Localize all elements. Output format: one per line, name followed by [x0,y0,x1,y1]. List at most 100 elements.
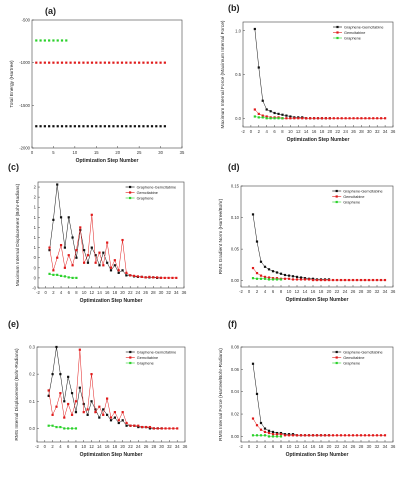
data-point-gemcitabine [311,434,315,437]
x-tick-label: 24 [136,290,141,295]
data-point-graphene_gemcitabine [138,125,141,128]
x-tick-label: 10 [82,290,87,295]
data-point-gemcitabine [51,413,54,416]
data-point-gemcitabine [375,278,379,282]
y-tick-label: -1000 [19,60,30,65]
data-point-graphene_gemcitabine [79,228,82,232]
data-point-gemcitabine [171,276,174,280]
data-point-graphene_gemcitabine [265,108,268,111]
data-point-gemcitabine [43,61,46,64]
data-point-graphene_gemcitabine [287,433,291,436]
data-point-gemcitabine [175,276,178,280]
x-tick-label: 2 [258,129,261,134]
data-point-gemcitabine [117,419,120,422]
data-point-graphene_gemcitabine [109,269,113,272]
data-point-gemcitabine [55,405,58,408]
data-point-gemcitabine [295,434,299,437]
data-point-gemcitabine [267,431,271,435]
data-point-gemcitabine [320,117,324,120]
data-point-gemcitabine [152,427,155,430]
data-point-graphene_gemcitabine [90,246,93,249]
data-point-graphene_gemcitabine [70,392,74,395]
data-point-gemcitabine [299,278,303,281]
data-point-graphene_gemcitabine [102,408,105,411]
data-point-gemcitabine [63,416,66,419]
data-point-gemcitabine [152,276,155,279]
x-tick-label: 22 [128,444,133,449]
data-point-graphene_gemcitabine [63,400,66,403]
data-point-gemcitabine [375,434,379,437]
data-point-graphene_gemcitabine [75,256,78,259]
data-point-graphene_gemcitabine [116,125,119,128]
data-point-gemcitabine [275,277,279,280]
y-tick-label: 0.2 [29,372,35,377]
x-tick-label: 4 [60,290,63,295]
data-point-gemcitabine [48,246,51,249]
panel-label: (c) [8,162,19,172]
data-point-graphene [47,424,50,427]
data-point-gemcitabine [303,278,307,281]
data-point-gemcitabine [324,117,327,120]
y-tick-label: 1.0 [235,28,241,33]
x-tick-label: 16 [312,129,317,134]
x-tick-label: 14 [303,289,308,294]
data-point-graphene_gemcitabine [291,275,295,278]
data-point-graphene_gemcitabine [311,277,315,280]
data-point-gemcitabine [137,424,140,427]
data-point-graphene_gemcitabine [257,66,260,69]
x-tick-label: 22 [335,129,340,134]
x-tick-label: 36 [391,444,396,449]
x-tick-label: 8 [75,444,78,449]
data-point-graphene_gemcitabine [142,125,145,128]
series-line-graphene_gemcitabine [252,363,329,436]
x-tick-label: 6 [273,129,276,134]
data-point-gemcitabine [327,434,331,437]
data-point-gemcitabine [379,434,383,437]
data-point-graphene_gemcitabine [113,264,116,267]
data-point-graphene_gemcitabine [261,99,264,102]
x-tick-label: 34 [383,289,388,294]
data-point-graphene_gemcitabine [98,416,101,419]
data-point-gemcitabine [73,61,76,64]
legend-label: Gemcitabine [344,31,365,35]
data-point-graphene [67,276,70,279]
data-point-gemcitabine [344,117,347,120]
y-tick-label: 0.06 [231,367,240,372]
data-point-gemcitabine [133,424,136,427]
data-point-graphene [48,39,51,42]
data-point-gemcitabine [328,117,331,120]
data-point-gemcitabine [82,411,85,414]
x-tick-label: 12 [295,289,300,294]
x-tick-label: 24 [136,444,141,449]
x-axis-title: Optimization Step Number [287,137,350,143]
data-point-gemcitabine [303,434,307,437]
x-tick-label: 22 [335,289,340,294]
x-tick-label: 14 [304,129,309,134]
data-point-gemcitabine [63,266,66,269]
data-point-graphene_gemcitabine [86,125,89,128]
data-point-graphene_gemcitabine [47,394,50,397]
data-point-gemcitabine [113,259,116,262]
x-tick-label: 5 [52,150,55,155]
data-point-gemcitabine [146,61,149,64]
data-point-graphene [273,117,276,120]
x-tick-label: 16 [311,444,316,449]
data-point-gemcitabine [355,434,359,437]
data-point-graphene_gemcitabine [65,125,68,128]
data-point-gemcitabine [367,278,371,282]
y-axis-title: RMS Internal Force (Hartree/Bohr-Radians… [218,348,224,441]
data-point-gemcitabine [59,243,63,247]
chart-panel-2: (b)-2 0 2 4 6 8 10 12 14 16 18 20 22 24 26 28 30 32 34 360.… [220,3,396,143]
x-tick-label: 4 [266,129,269,134]
data-point-graphene_gemcitabine [281,113,284,116]
data-point-gemcitabine [172,427,175,430]
y-tick-label: 0.1 [29,399,35,404]
legend-label: Graphene-Gemcitabine [344,25,383,29]
x-tick-label: 18 [320,129,325,134]
x-tick-label: 18 [113,444,118,449]
data-point-gemcitabine [376,117,379,120]
legend-label: Graphene [343,361,360,365]
legend-marker [335,356,338,359]
data-point-graphene_gemcitabine [251,362,255,365]
chart-panel-1: (a) 0 5 10 15 20 25 30 35 -2000 -1500 -1000 -500 Opti… [9,6,185,164]
